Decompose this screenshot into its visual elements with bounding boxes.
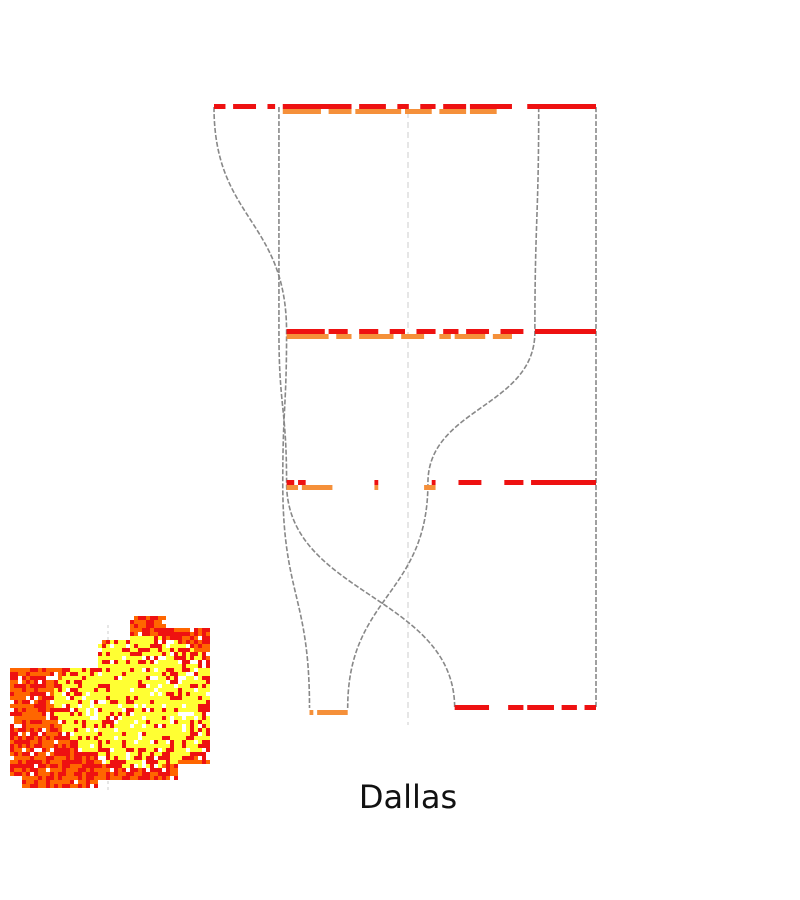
level-4 bbox=[309, 705, 596, 715]
low-segment bbox=[286, 334, 329, 339]
low-segment bbox=[309, 710, 314, 715]
low-segment bbox=[401, 334, 425, 339]
low-segment bbox=[454, 334, 486, 339]
high-segment bbox=[374, 480, 379, 485]
high-segment bbox=[214, 104, 226, 109]
high-segment bbox=[282, 104, 352, 109]
high-segment bbox=[286, 329, 325, 334]
high-segment bbox=[561, 705, 577, 710]
high-segment bbox=[420, 104, 436, 109]
high-segment bbox=[584, 705, 596, 710]
levels bbox=[214, 104, 596, 715]
low-segment bbox=[492, 334, 512, 339]
low-segment bbox=[439, 334, 451, 339]
chart-title: Dallas bbox=[359, 778, 457, 816]
low-segment bbox=[286, 485, 299, 490]
low-segment bbox=[355, 109, 402, 114]
high-segment bbox=[504, 480, 524, 485]
low-segment bbox=[424, 485, 436, 490]
high-segment bbox=[431, 480, 436, 485]
high-segment bbox=[359, 104, 386, 109]
high-segment bbox=[443, 329, 459, 334]
level-1 bbox=[214, 104, 596, 114]
map-cells bbox=[10, 616, 210, 788]
high-segment bbox=[416, 329, 436, 334]
high-segment bbox=[527, 104, 596, 109]
high-segment bbox=[469, 104, 512, 109]
low-segment bbox=[282, 109, 321, 114]
high-segment bbox=[466, 329, 490, 334]
high-segment bbox=[443, 104, 467, 109]
city-map-thumbnail bbox=[10, 616, 210, 790]
connector-curve-1 bbox=[213, 106, 311, 709]
high-segment bbox=[359, 329, 379, 334]
high-segment bbox=[531, 480, 596, 485]
low-segment bbox=[301, 485, 333, 490]
low-segment bbox=[439, 109, 467, 114]
high-segment bbox=[500, 329, 524, 334]
low-segment bbox=[374, 485, 379, 490]
high-segment bbox=[233, 104, 257, 109]
level-3 bbox=[286, 480, 596, 490]
low-segment bbox=[328, 109, 352, 114]
low-segment bbox=[405, 109, 432, 114]
connector-curves bbox=[213, 106, 597, 709]
level-2 bbox=[286, 329, 596, 339]
high-segment bbox=[454, 705, 490, 710]
high-segment bbox=[389, 329, 405, 334]
high-segment bbox=[527, 705, 554, 710]
low-segment bbox=[317, 710, 348, 715]
high-segment bbox=[267, 104, 276, 109]
high-segment bbox=[298, 480, 306, 485]
high-segment bbox=[328, 329, 348, 334]
high-segment bbox=[286, 480, 295, 485]
low-segment bbox=[469, 109, 497, 114]
high-segment bbox=[458, 480, 482, 485]
connector-curve-3 bbox=[346, 106, 540, 709]
high-segment bbox=[534, 329, 596, 334]
high-segment bbox=[397, 104, 409, 109]
low-segment bbox=[336, 334, 352, 339]
low-segment bbox=[359, 334, 394, 339]
high-segment bbox=[508, 705, 524, 710]
connector-curve-2 bbox=[278, 107, 456, 709]
